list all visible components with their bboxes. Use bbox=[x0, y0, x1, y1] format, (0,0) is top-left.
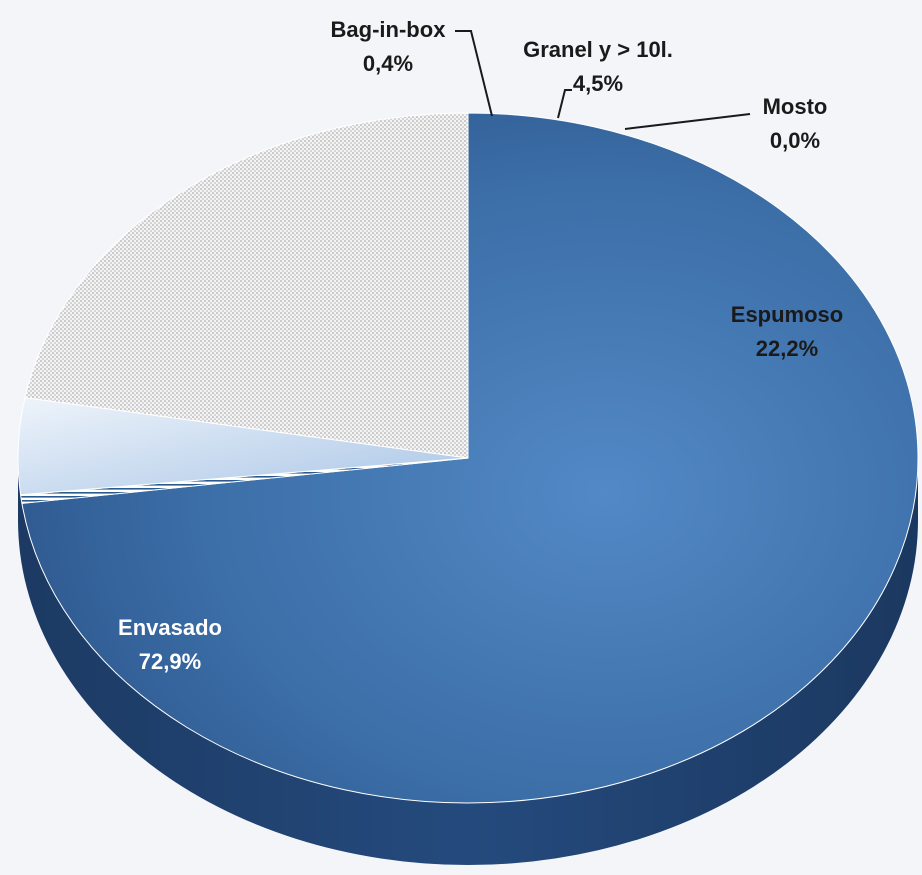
pie-side-wall bbox=[18, 458, 918, 865]
slice-value-envasado: 72,9% bbox=[139, 649, 201, 674]
pie-labels: Envasado 72,9% Bag-in-box 0,4% Granel y > 10… bbox=[118, 17, 843, 674]
pie-depth bbox=[18, 458, 918, 865]
leader-line-bag-in-box bbox=[455, 30, 493, 117]
slice-value-mosto: 0,0% bbox=[770, 128, 820, 153]
slice-name-envasado: Envasado bbox=[118, 615, 222, 640]
pie-slice-envasado bbox=[21, 112, 919, 804]
slice-value-bag-in-box: 0,4% bbox=[363, 51, 413, 76]
slice-value-granel-y-10l: 4,5% bbox=[573, 71, 623, 96]
slice-name-espumoso: Espumoso bbox=[731, 302, 843, 327]
pie-slices bbox=[17, 112, 919, 804]
leader-line-mosto bbox=[624, 113, 751, 130]
slice-name-granel-y-10l: Granel y > 10l. bbox=[523, 37, 673, 62]
leader-line-granel-y-10l bbox=[557, 89, 572, 119]
slice-value-espumoso: 22,2% bbox=[756, 336, 818, 361]
slice-name-bag-in-box: Bag-in-box bbox=[331, 17, 447, 42]
pie-slice-espumoso bbox=[24, 112, 469, 459]
slice-name-mosto: Mosto bbox=[763, 94, 828, 119]
